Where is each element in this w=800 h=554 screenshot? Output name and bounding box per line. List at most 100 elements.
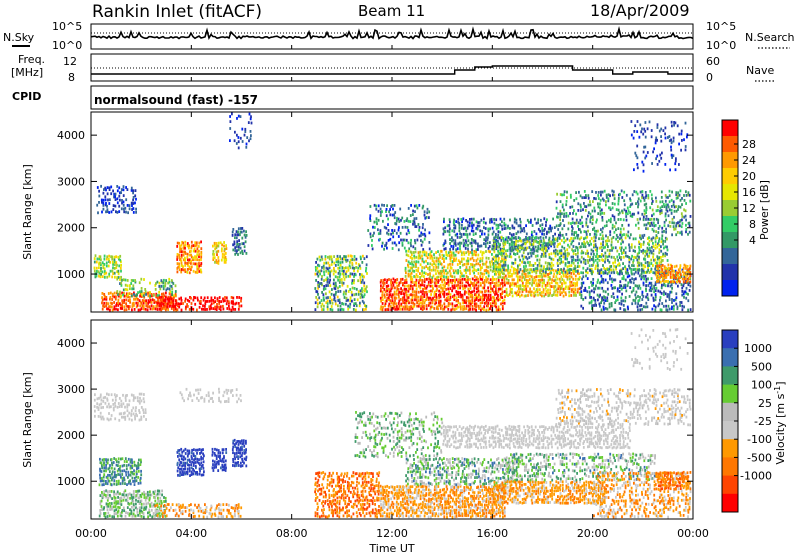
data-cell	[523, 241, 526, 245]
data-cell	[523, 255, 526, 259]
data-cell	[223, 256, 226, 260]
data-cell	[359, 281, 362, 284]
data-cell	[571, 248, 573, 252]
data-cell	[543, 294, 546, 298]
data-cell	[223, 247, 226, 251]
data-cell	[432, 268, 435, 272]
data-cell	[497, 284, 499, 287]
data-cell	[653, 258, 655, 262]
data-cell	[446, 271, 449, 275]
data-cell	[604, 278, 607, 282]
data-cell	[452, 221, 455, 225]
data-cell	[501, 299, 504, 303]
data-cell	[105, 480, 107, 483]
data-cell	[503, 268, 505, 272]
data-cell	[686, 279, 689, 283]
data-cell	[619, 307, 622, 310]
data-cell	[149, 296, 151, 299]
data-cell	[652, 252, 655, 256]
data-cell	[229, 139, 231, 142]
data-cell	[576, 269, 579, 273]
data-cell	[239, 251, 242, 255]
data-cell	[647, 277, 649, 281]
data-cell	[671, 124, 673, 128]
data-cell	[164, 308, 167, 312]
data-cell	[681, 215, 684, 218]
data-cell	[113, 295, 116, 299]
data-cell	[584, 286, 587, 290]
data-cell	[500, 239, 503, 242]
data-cell	[503, 223, 506, 227]
data-cell	[636, 252, 639, 256]
data-cell	[186, 262, 188, 265]
data-cell	[149, 307, 152, 311]
data-cell	[340, 278, 343, 281]
data-cell	[527, 271, 529, 275]
data-cell	[361, 299, 364, 303]
data-cell	[543, 239, 545, 243]
data-cell	[481, 298, 484, 301]
data-cell	[504, 223, 507, 227]
data-cell	[426, 207, 429, 211]
data-cell	[479, 250, 482, 254]
data-cell	[595, 233, 598, 237]
data-cell	[563, 267, 565, 271]
data-cell	[479, 259, 481, 263]
data-cell	[664, 276, 666, 280]
data-cell	[98, 274, 100, 278]
data-cell	[393, 301, 396, 305]
data-cell	[557, 264, 559, 267]
data-cell	[387, 232, 390, 236]
data-cell	[411, 287, 414, 291]
data-cell	[464, 247, 467, 250]
data-cell	[332, 282, 335, 286]
data-cell	[114, 404, 117, 408]
data-cell	[547, 261, 549, 265]
data-cell	[365, 263, 368, 267]
data-cell	[523, 238, 526, 242]
data-cell	[486, 269, 489, 273]
data-cell	[460, 241, 463, 245]
data-cell	[548, 230, 550, 234]
data-cell	[125, 210, 127, 214]
data-cell	[395, 243, 398, 247]
data-cell	[213, 256, 216, 260]
data-cell	[402, 305, 405, 309]
data-cell	[633, 255, 635, 259]
data-cell	[423, 213, 426, 217]
data-cell	[131, 287, 133, 291]
data-cell	[526, 240, 529, 244]
data-cell	[337, 266, 340, 270]
data-cell	[664, 212, 667, 216]
data-cell	[118, 257, 120, 261]
data-cell	[615, 267, 617, 271]
data-cell	[489, 218, 491, 222]
data-cell	[447, 307, 450, 311]
data-cell	[103, 254, 106, 258]
data-cell	[521, 243, 523, 247]
data-cell	[371, 247, 374, 251]
data-cell	[459, 293, 462, 297]
data-cell	[484, 242, 487, 246]
data-cell	[661, 268, 664, 271]
data-cell	[424, 299, 427, 302]
data-cell	[618, 237, 621, 241]
data-cell	[564, 270, 567, 274]
data-cell	[563, 224, 566, 227]
data-cell	[413, 283, 416, 287]
data-cell	[359, 267, 362, 270]
data-cell	[314, 272, 317, 276]
data-cell	[125, 198, 128, 202]
data-cell	[343, 296, 346, 299]
data-cell	[174, 307, 177, 311]
data-cell	[514, 242, 517, 246]
data-cell	[642, 243, 645, 246]
data-cell	[689, 199, 692, 203]
data-cell	[387, 229, 390, 232]
data-cell	[536, 284, 539, 288]
data-cell	[136, 293, 138, 297]
data-cell	[364, 304, 366, 307]
data-cell	[584, 236, 587, 240]
data-cell	[417, 284, 420, 288]
data-cell	[120, 281, 123, 285]
